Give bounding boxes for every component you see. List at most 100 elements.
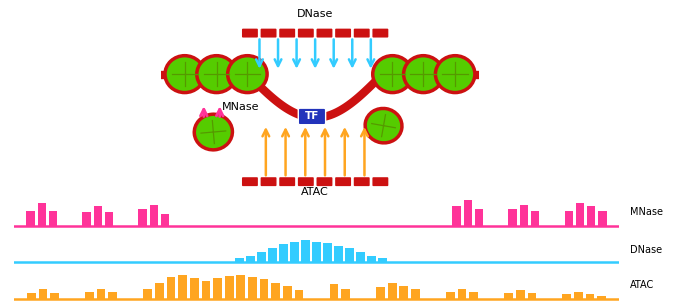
Bar (574, 292, 583, 299)
Bar (143, 289, 152, 299)
Bar (587, 206, 595, 226)
FancyBboxPatch shape (299, 108, 325, 125)
FancyBboxPatch shape (279, 177, 295, 186)
Bar (248, 277, 257, 299)
Bar (458, 288, 466, 299)
Bar (283, 286, 292, 299)
Bar (246, 256, 255, 262)
Bar (531, 211, 539, 226)
FancyBboxPatch shape (335, 177, 351, 186)
Bar (190, 278, 199, 299)
Bar (260, 279, 268, 299)
Bar (312, 241, 321, 262)
Bar (225, 276, 233, 299)
Text: DNase: DNase (630, 245, 662, 255)
Bar (598, 211, 607, 226)
Bar (294, 290, 303, 299)
Bar (213, 278, 222, 299)
Bar (528, 293, 536, 299)
Bar (446, 292, 455, 299)
FancyBboxPatch shape (354, 29, 369, 38)
Bar (378, 258, 387, 262)
Bar (166, 277, 175, 299)
Bar (235, 258, 244, 262)
FancyBboxPatch shape (279, 29, 295, 38)
Bar (178, 275, 187, 299)
Text: ATAC: ATAC (301, 187, 329, 197)
Bar (367, 256, 376, 262)
Bar (411, 289, 420, 299)
FancyBboxPatch shape (261, 177, 277, 186)
Ellipse shape (404, 56, 443, 93)
Bar (94, 206, 102, 226)
Bar (85, 292, 94, 299)
Bar (83, 212, 91, 226)
FancyBboxPatch shape (372, 177, 388, 186)
Bar (38, 203, 46, 226)
Ellipse shape (165, 56, 204, 93)
Bar (464, 200, 472, 226)
Bar (202, 281, 211, 299)
Text: DNase: DNase (297, 9, 333, 19)
FancyBboxPatch shape (242, 177, 258, 186)
Bar (161, 214, 169, 226)
Bar (26, 211, 35, 226)
Bar (39, 289, 47, 299)
Bar (469, 292, 478, 299)
Ellipse shape (194, 114, 233, 150)
Bar (138, 209, 147, 226)
Bar (388, 282, 396, 299)
Bar (519, 205, 528, 226)
Bar (376, 287, 385, 299)
Bar (257, 252, 266, 262)
Bar (504, 293, 513, 299)
Bar (150, 205, 158, 226)
Text: TF: TF (305, 111, 319, 121)
FancyBboxPatch shape (261, 29, 277, 38)
FancyBboxPatch shape (316, 29, 332, 38)
Bar (400, 286, 408, 299)
Bar (27, 293, 36, 299)
Bar (109, 292, 117, 299)
Bar (301, 240, 310, 262)
Ellipse shape (365, 108, 402, 143)
Bar (508, 209, 517, 226)
Ellipse shape (436, 56, 475, 93)
FancyBboxPatch shape (298, 29, 314, 38)
Bar (565, 211, 573, 226)
Bar (334, 246, 343, 262)
Bar (155, 282, 164, 299)
Bar (576, 203, 584, 226)
Bar (597, 296, 606, 299)
Bar (563, 294, 571, 299)
Bar (323, 243, 332, 262)
Text: ATAC: ATAC (630, 280, 654, 291)
Bar (341, 289, 350, 299)
FancyBboxPatch shape (316, 177, 332, 186)
Bar (271, 282, 280, 299)
Bar (290, 241, 299, 262)
FancyBboxPatch shape (242, 29, 258, 38)
Bar (585, 294, 594, 299)
Text: MNase: MNase (222, 102, 259, 112)
Bar (268, 248, 277, 262)
Bar (105, 212, 114, 226)
Bar (49, 211, 57, 226)
FancyBboxPatch shape (372, 29, 388, 38)
Bar (330, 284, 338, 299)
Bar (97, 288, 105, 299)
Bar (453, 206, 461, 226)
Ellipse shape (228, 56, 267, 93)
FancyBboxPatch shape (335, 29, 351, 38)
FancyBboxPatch shape (354, 177, 369, 186)
Ellipse shape (197, 56, 236, 93)
Bar (345, 248, 354, 262)
Ellipse shape (373, 56, 412, 93)
Bar (516, 290, 525, 299)
Bar (237, 275, 245, 299)
Bar (279, 245, 288, 262)
Text: MNase: MNase (630, 207, 663, 217)
FancyBboxPatch shape (298, 177, 314, 186)
Bar (356, 252, 365, 262)
Bar (50, 293, 59, 299)
